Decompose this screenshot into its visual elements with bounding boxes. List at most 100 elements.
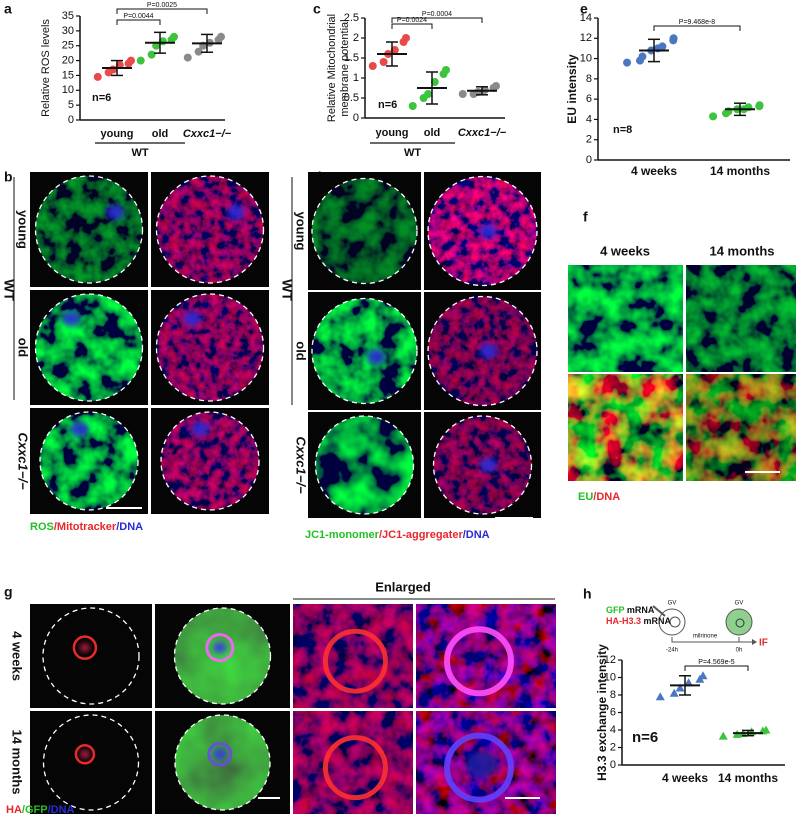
y-axis-label: EU intensity bbox=[565, 54, 579, 124]
nucleus bbox=[366, 349, 385, 365]
x-tick-label: old bbox=[424, 127, 441, 139]
y-tick-label: 0 bbox=[353, 112, 359, 124]
micrograph bbox=[686, 374, 796, 481]
y-tick-label: 4 bbox=[610, 724, 616, 736]
micrograph bbox=[312, 298, 417, 404]
needle bbox=[652, 605, 666, 617]
y-tick-label: 30 bbox=[62, 25, 74, 37]
legend: HA/GFP/DNA bbox=[6, 804, 75, 816]
n-label: n=8 bbox=[613, 124, 632, 136]
data-point bbox=[194, 47, 203, 56]
y-tick-label: 0 bbox=[68, 114, 74, 126]
x-tick-label: young bbox=[101, 128, 134, 140]
injection-part: mRNA bbox=[641, 616, 672, 626]
p-value: P=0.0044 bbox=[123, 13, 153, 20]
x-tick-label: Cxxc1−/− bbox=[183, 128, 232, 140]
row-group-label: WT bbox=[1, 279, 17, 301]
y-tick-label: 25 bbox=[62, 40, 74, 52]
oocyte-outline bbox=[314, 415, 415, 515]
oocyte-outline bbox=[42, 714, 140, 811]
oocyte-outline bbox=[34, 175, 144, 284]
data-point bbox=[442, 66, 450, 74]
panel-label: f bbox=[583, 209, 588, 225]
data-point bbox=[183, 53, 192, 62]
legend-part: JC1-monomer bbox=[305, 529, 380, 541]
significance-bracket bbox=[684, 665, 749, 671]
injection-label: GFP mRNA bbox=[606, 605, 655, 615]
significance-bracket bbox=[391, 17, 483, 23]
data-point bbox=[147, 50, 156, 59]
micrograph bbox=[315, 416, 414, 514]
data-point bbox=[718, 731, 728, 740]
significance-bracket bbox=[116, 19, 161, 25]
data-point bbox=[127, 56, 135, 65]
data-point bbox=[638, 52, 647, 61]
y-tick-label: 5 bbox=[68, 99, 74, 111]
stage-label: GV bbox=[668, 601, 677, 607]
section-title: Enlarged bbox=[375, 579, 431, 594]
time-label: -24h bbox=[666, 648, 678, 654]
x-tick-label: 4 weeks bbox=[662, 771, 708, 785]
data-point bbox=[408, 102, 417, 110]
chromatin-ring bbox=[205, 633, 235, 663]
x-tick-label: Cxxc1−/− bbox=[458, 127, 507, 139]
nucleus bbox=[62, 311, 81, 327]
micrograph bbox=[312, 178, 417, 284]
data-point bbox=[623, 58, 632, 67]
data-point bbox=[755, 101, 764, 110]
y-axis-label: membrane potential bbox=[339, 19, 351, 116]
legend-part: EU bbox=[578, 491, 593, 503]
row-label: 4 weeks bbox=[10, 631, 25, 681]
row-label: 14 months bbox=[10, 729, 25, 794]
oocyte-outline bbox=[42, 607, 140, 705]
x-tick-label: young bbox=[376, 127, 409, 139]
p-value: P=0.0004 bbox=[422, 11, 452, 18]
legend-part: /JC1-aggregater bbox=[379, 529, 463, 541]
y-tick-label: 20 bbox=[62, 54, 74, 66]
row-label: Cxxc1−/− bbox=[294, 436, 309, 494]
x-tick-label: old bbox=[152, 128, 169, 140]
oocyte bbox=[725, 608, 753, 636]
data-point bbox=[402, 34, 410, 42]
y-tick-label: 14 bbox=[580, 12, 592, 24]
significance-bracket bbox=[653, 25, 741, 31]
panel-label: h bbox=[583, 586, 592, 602]
chromatin-ring bbox=[207, 741, 233, 767]
row-label: young bbox=[294, 212, 309, 251]
chromatin-ring bbox=[444, 732, 514, 803]
nucleus bbox=[191, 421, 210, 437]
legend-part: /DNA bbox=[463, 529, 490, 541]
significance-bracket bbox=[391, 23, 433, 29]
legend-part: /Mitotracker bbox=[54, 521, 117, 533]
group-label: WT bbox=[404, 147, 421, 159]
nucleus bbox=[479, 343, 498, 359]
n-label: n=6 bbox=[92, 92, 111, 104]
data-point bbox=[430, 78, 439, 86]
y-tick-label: 10 bbox=[62, 84, 74, 96]
y-tick-label: 10 bbox=[604, 671, 616, 683]
micrograph bbox=[568, 265, 683, 372]
micrograph bbox=[175, 715, 270, 810]
y-tick-label: 1 bbox=[353, 72, 359, 84]
micrograph bbox=[35, 176, 143, 283]
oocyte-outline bbox=[155, 293, 265, 402]
y-tick-label: 0 bbox=[586, 154, 592, 166]
panel-label: b bbox=[4, 169, 13, 185]
oocyte-outline bbox=[34, 293, 144, 402]
data-point bbox=[655, 692, 665, 701]
data-point bbox=[669, 34, 678, 43]
p-value: P=0.0024 bbox=[397, 17, 427, 24]
nucleus bbox=[226, 204, 245, 220]
panel-label: a bbox=[4, 1, 12, 17]
legend-part: /DNA bbox=[48, 804, 75, 816]
oocyte-outline bbox=[311, 297, 418, 405]
y-tick-label: 0 bbox=[610, 759, 616, 771]
y-tick-label: 12 bbox=[604, 654, 616, 666]
nucleus bbox=[79, 643, 90, 652]
y-tick-label: 8 bbox=[610, 689, 616, 701]
row-label: old bbox=[294, 341, 309, 361]
column-label: 14 months bbox=[709, 243, 774, 258]
y-tick-label: 10 bbox=[580, 52, 592, 64]
data-point bbox=[217, 32, 225, 41]
y-tick-label: 15 bbox=[62, 69, 74, 81]
